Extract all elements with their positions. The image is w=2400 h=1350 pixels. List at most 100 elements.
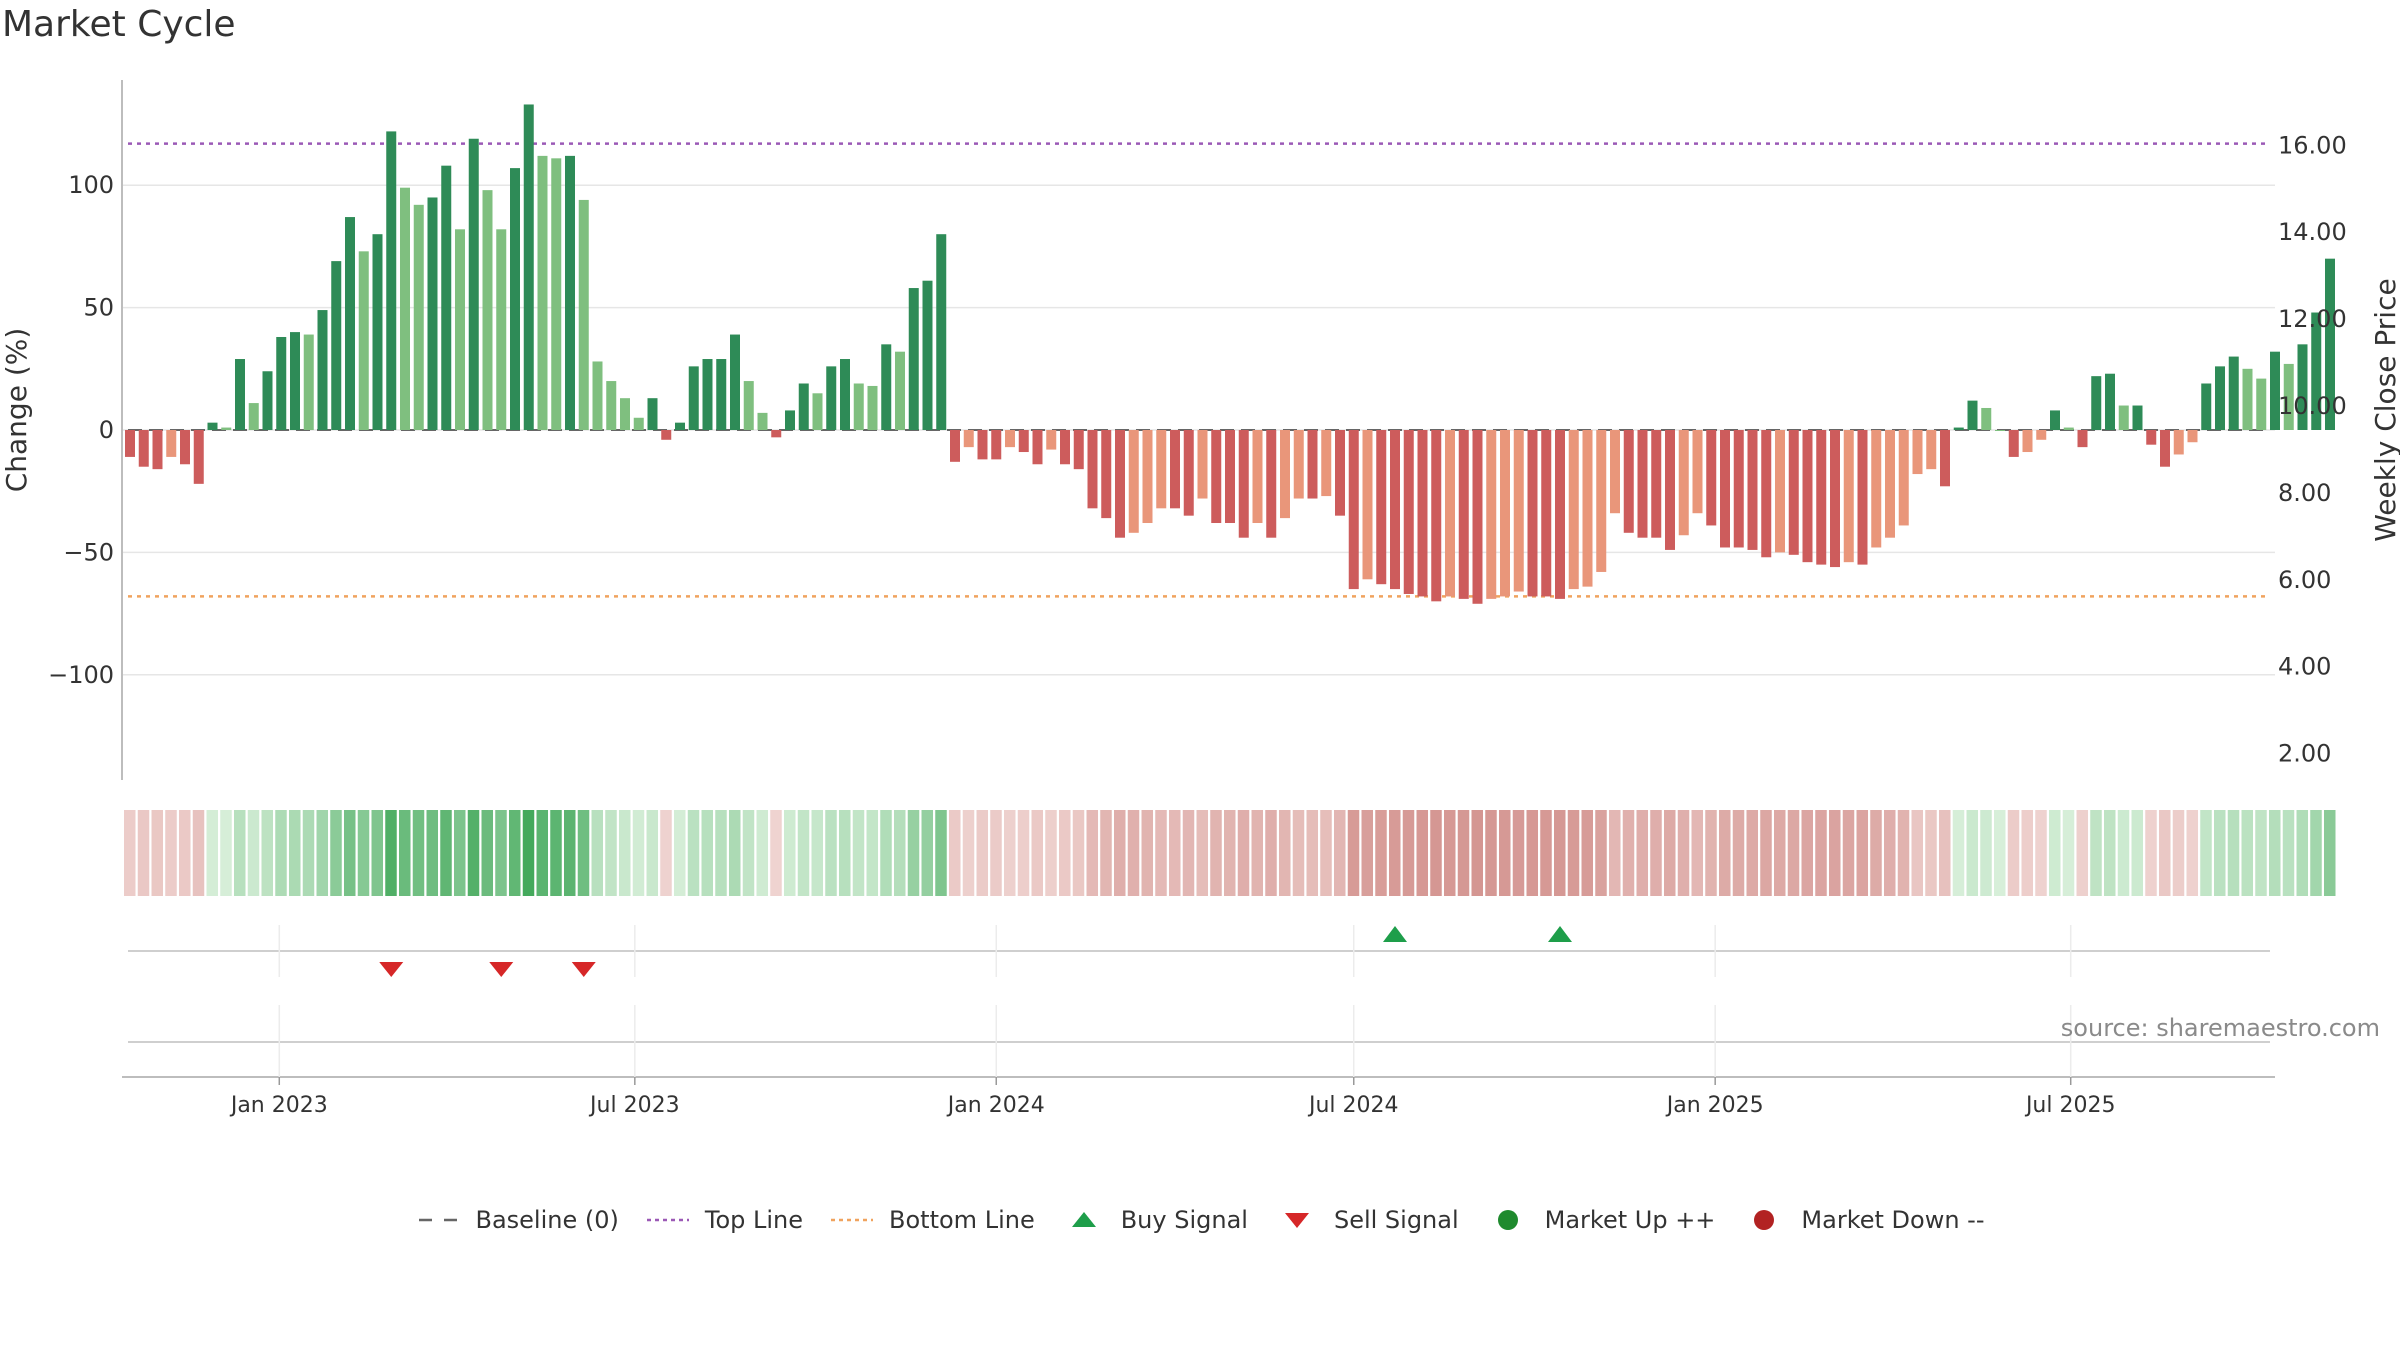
heat-cell xyxy=(1994,810,2006,896)
bar xyxy=(496,229,507,430)
heat-cell xyxy=(880,810,892,896)
bar xyxy=(138,430,149,467)
bar xyxy=(1843,430,1854,563)
bar xyxy=(743,381,754,430)
heat-cell xyxy=(591,810,603,896)
heat-cell xyxy=(1279,810,1291,896)
bar xyxy=(565,155,575,430)
heat-cell xyxy=(962,810,975,896)
heat-cell xyxy=(385,810,397,896)
legend-symbol-triangle-up xyxy=(1071,1212,1096,1227)
heat-cell xyxy=(1856,810,1868,896)
heat-cell xyxy=(1004,810,1016,896)
bar xyxy=(798,383,809,430)
bar xyxy=(441,165,452,430)
bar xyxy=(1720,430,1730,548)
heat-cell xyxy=(866,810,878,896)
legend-item: Sell Signal xyxy=(1274,1206,1459,1234)
bar xyxy=(1101,430,1112,519)
bar xyxy=(647,398,658,430)
heat-cell xyxy=(1952,810,1965,896)
legend-symbol-triangle-down xyxy=(1284,1213,1309,1228)
bar xyxy=(2201,383,2212,430)
bar xyxy=(1541,430,1552,597)
heat-cell xyxy=(1746,810,1758,896)
bar xyxy=(1390,430,1400,590)
bar xyxy=(730,334,740,430)
bars-layer xyxy=(125,104,2335,604)
heat-cell xyxy=(1017,810,1030,896)
legend-label: Top Line xyxy=(704,1206,804,1234)
y-tick-label: −100 xyxy=(48,661,114,689)
bar xyxy=(606,381,617,430)
bar xyxy=(1981,407,1992,430)
heat-cell xyxy=(2021,810,2033,896)
bar xyxy=(1211,430,1222,524)
heat-cell xyxy=(907,810,920,896)
heat-cell xyxy=(1045,810,1057,896)
bar xyxy=(757,412,768,430)
heat-cell xyxy=(949,810,961,896)
heat-cell xyxy=(399,810,411,896)
bar xyxy=(2256,378,2267,430)
heat-cell xyxy=(825,810,837,896)
legend-label: Buy Signal xyxy=(1120,1206,1248,1234)
bar xyxy=(1183,430,1194,516)
heat-cell xyxy=(2172,810,2185,896)
heat-cell xyxy=(1141,810,1153,896)
y2-tick-label: 16.00 xyxy=(2278,131,2347,159)
heat-cell xyxy=(1114,810,1126,896)
bar xyxy=(1651,430,1662,538)
bar xyxy=(125,430,135,457)
bar xyxy=(537,155,548,430)
heat-cell xyxy=(1127,810,1140,896)
heat-cell xyxy=(2200,810,2212,896)
bar xyxy=(1610,430,1620,514)
heat-cell xyxy=(1911,810,1923,896)
bar xyxy=(2325,258,2335,430)
bar xyxy=(1885,430,1895,538)
legend: Baseline (0) Top Line Bottom Line Buy Signa… xyxy=(0,1206,2400,1234)
bar xyxy=(1871,430,1882,548)
heat-cell xyxy=(784,810,796,896)
heat-cell xyxy=(1760,810,1772,896)
bar xyxy=(248,403,259,430)
bar xyxy=(455,229,465,430)
bar xyxy=(1376,430,1387,585)
heat-cell xyxy=(1719,810,1731,896)
bar xyxy=(950,430,960,462)
heat-cell xyxy=(687,810,700,896)
heat-cell xyxy=(839,810,851,896)
heat-cell xyxy=(1265,810,1277,896)
legend-item: Buy Signal xyxy=(1061,1206,1248,1234)
heat-cell xyxy=(1732,810,1745,896)
bar xyxy=(235,359,245,430)
heat-cell xyxy=(2296,810,2308,896)
bar xyxy=(840,359,850,430)
heat-cell xyxy=(412,810,425,896)
y2-tick-label: 14.00 xyxy=(2278,218,2347,246)
heat-cell xyxy=(1224,810,1236,896)
bar xyxy=(1747,430,1758,550)
heat-cell xyxy=(165,810,177,896)
bar xyxy=(1788,430,1799,555)
heat-cell xyxy=(289,810,301,896)
heat-cell xyxy=(1829,810,1841,896)
heat-cell xyxy=(2269,810,2281,896)
heat-cell xyxy=(1870,810,1882,896)
bar xyxy=(468,138,479,430)
bar xyxy=(193,430,204,484)
heat-cell xyxy=(2090,810,2102,896)
legend-item: Baseline (0) xyxy=(415,1206,619,1234)
bar xyxy=(2187,430,2198,443)
bar xyxy=(1170,430,1180,509)
axis-labels: −100 −50 0 50 100 2.00 4.00 6.00 8.00 10.00 12.00 1… xyxy=(0,131,2400,1118)
bar xyxy=(1225,430,1235,524)
bar xyxy=(221,427,232,430)
bar xyxy=(331,261,342,430)
bar xyxy=(2215,366,2225,430)
heat-cell xyxy=(619,810,631,896)
heat-cell xyxy=(1086,810,1098,896)
bar xyxy=(345,217,355,430)
heat-cell xyxy=(371,810,383,896)
